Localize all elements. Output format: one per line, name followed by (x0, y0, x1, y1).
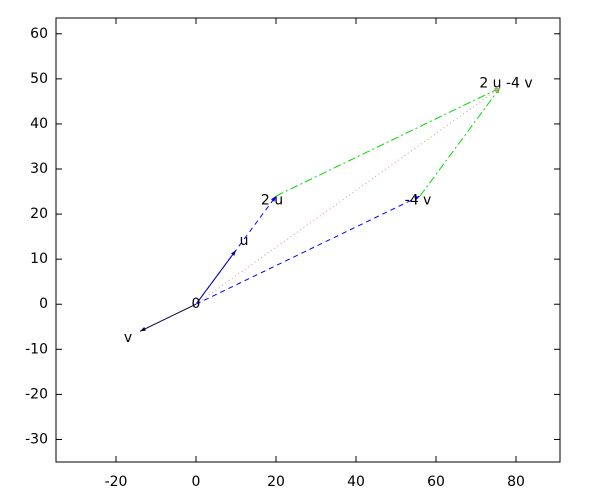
arrow-head (140, 326, 146, 332)
arrow-head (494, 87, 500, 93)
vector-line (139, 303, 197, 332)
vector-line (275, 87, 501, 197)
vector-label: v (124, 330, 132, 346)
x-tick-label: 80 (507, 474, 525, 490)
vector-label: 2 u -4 v (479, 75, 532, 91)
arrow-head (414, 196, 420, 201)
y-tick-label: -30 (25, 431, 48, 447)
vector-label: u (240, 233, 249, 249)
vector-line (195, 87, 501, 305)
y-tick-label: 10 (30, 251, 48, 267)
x-tick-label: -20 (105, 474, 128, 490)
y-tick-label: 60 (30, 26, 48, 42)
x-tick-label: 60 (427, 474, 445, 490)
vector-line (419, 87, 501, 197)
y-tick-label: 30 (30, 161, 48, 177)
x-tick-label: 0 (192, 474, 201, 490)
y-tick-label: 40 (30, 116, 48, 132)
vector-label: -4 v (405, 193, 432, 209)
x-tick-label: 20 (267, 474, 285, 490)
x-tick-label: 40 (347, 474, 365, 490)
y-tick-label: 0 (39, 296, 48, 312)
vector-label: 0 (192, 296, 201, 312)
vector-label: 2 u (261, 193, 283, 209)
y-tick-label: -20 (25, 386, 48, 402)
y-tick-label: 50 (30, 71, 48, 87)
vector-line (195, 195, 277, 305)
y-tick-label: -10 (25, 341, 48, 357)
vector-line (195, 195, 421, 305)
arrow-head (270, 196, 276, 202)
plot-frame (55, 17, 561, 463)
y-tick-label: 20 (30, 206, 48, 222)
